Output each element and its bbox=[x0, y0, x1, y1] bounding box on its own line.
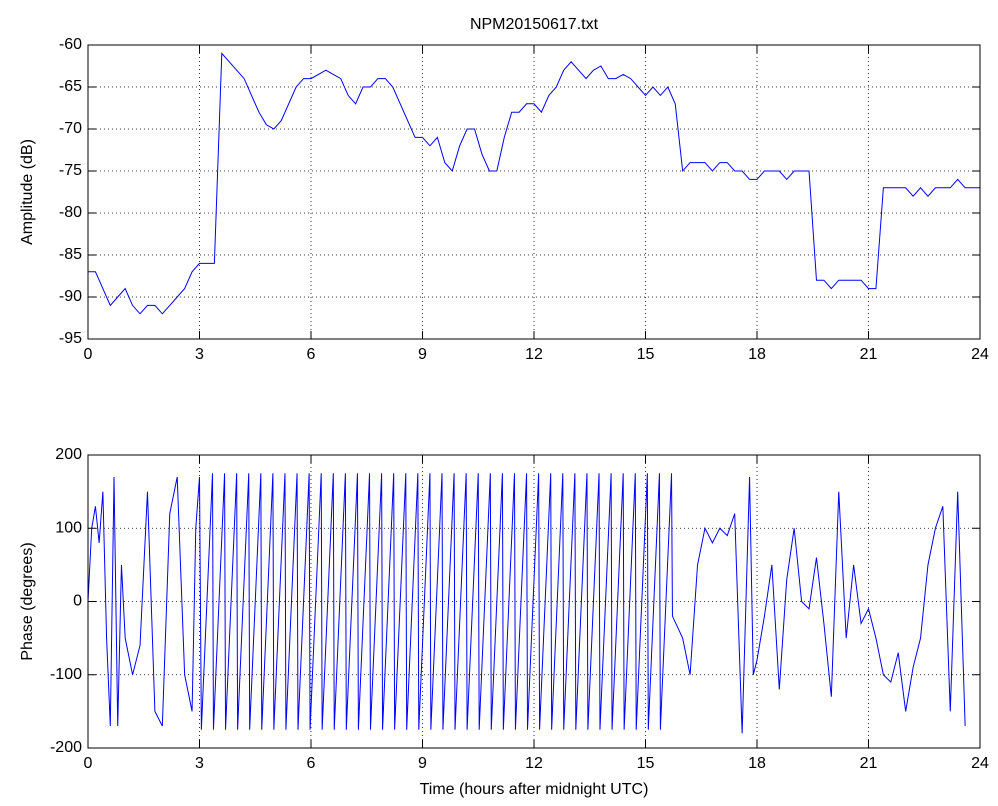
x-tick-label: 21 bbox=[860, 346, 878, 363]
y-tick-label: 0 bbox=[73, 593, 82, 610]
x-tick-label: 12 bbox=[525, 755, 543, 772]
y-tick-label: 100 bbox=[55, 519, 82, 536]
x-axis-label: Time (hours after midnight UTC) bbox=[420, 781, 649, 798]
x-tick-label: 15 bbox=[637, 346, 655, 363]
x-tick-label: 6 bbox=[307, 346, 316, 363]
y-tick-label: -70 bbox=[59, 120, 82, 137]
y-tick-label: -80 bbox=[59, 204, 82, 221]
x-tick-label: 24 bbox=[971, 346, 989, 363]
x-tick-label: 15 bbox=[637, 755, 655, 772]
y-tick-label: -90 bbox=[59, 288, 82, 305]
y-tick-label: -85 bbox=[59, 246, 82, 263]
y-tick-label: -60 bbox=[59, 36, 82, 53]
y-tick-label: -100 bbox=[50, 666, 82, 683]
x-tick-label: 6 bbox=[307, 755, 316, 772]
x-tick-label: 18 bbox=[748, 346, 766, 363]
x-tick-label: 12 bbox=[525, 346, 543, 363]
x-tick-label: 18 bbox=[748, 755, 766, 772]
data-line bbox=[87, 473, 966, 734]
y-tick-label: 200 bbox=[55, 446, 82, 463]
x-tick-label: 21 bbox=[860, 755, 878, 772]
y-axis-label: Amplitude (dB) bbox=[19, 139, 36, 245]
x-tick-label: 0 bbox=[84, 755, 93, 772]
plot-area bbox=[88, 455, 980, 748]
y-axis-label: Phase (degrees) bbox=[19, 542, 36, 660]
chart-title: NPM20150617.txt bbox=[470, 16, 599, 33]
y-tick-label: -75 bbox=[59, 162, 82, 179]
x-tick-label: 3 bbox=[195, 346, 204, 363]
x-tick-label: 3 bbox=[195, 755, 204, 772]
axes-frame bbox=[87, 44, 981, 340]
y-tick-label: -95 bbox=[59, 330, 82, 347]
data-line bbox=[88, 52, 980, 315]
axes-frame bbox=[87, 454, 981, 749]
y-tick-label: -65 bbox=[59, 78, 82, 95]
x-tick-label: 0 bbox=[84, 346, 93, 363]
y-tick-label: -200 bbox=[50, 739, 82, 756]
x-tick-label: 9 bbox=[418, 346, 427, 363]
x-tick-label: 24 bbox=[971, 755, 989, 772]
x-tick-label: 9 bbox=[418, 755, 427, 772]
